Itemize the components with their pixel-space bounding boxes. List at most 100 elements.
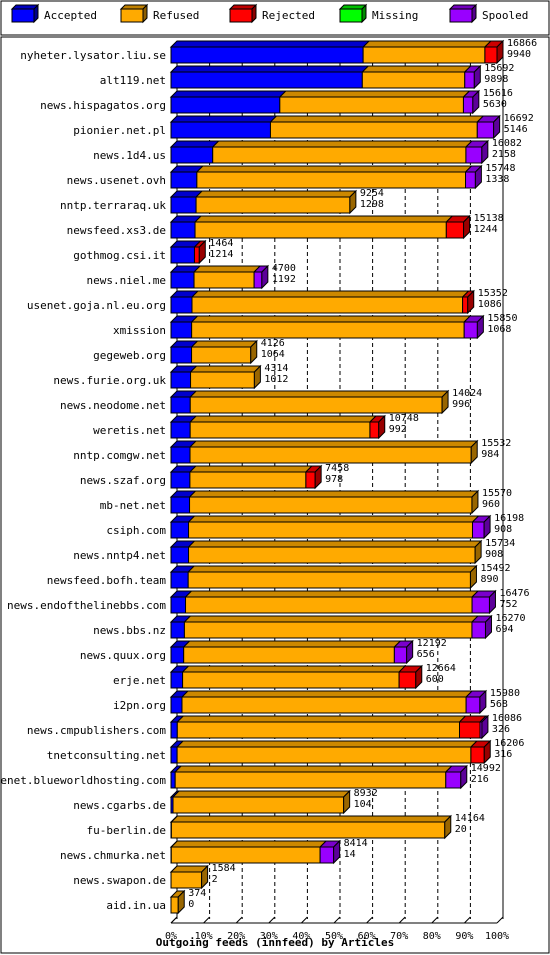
row-label: csiph.com <box>106 524 166 537</box>
bar-end-face <box>333 839 341 865</box>
bar-segment-accepted <box>170 671 184 689</box>
bar-segment-rejected <box>462 296 469 314</box>
bar-accepted-label: 326 <box>492 724 510 735</box>
bar-total-label: 15616 <box>483 88 513 99</box>
row-label: nyheter.lysator.liu.se <box>20 49 166 62</box>
row-labels: nyheter.lysator.liu.se alt119.net news.his… <box>0 49 166 912</box>
row-label: nntp.terraraq.uk <box>60 199 166 212</box>
bar-total-label: 15748 <box>485 163 515 174</box>
bar-accepted-label: 316 <box>494 749 512 760</box>
bar-row-usenet-goja-nl-eu-org <box>169 289 475 315</box>
row-label: news.quux.org <box>80 649 166 662</box>
x-tick <box>170 916 178 924</box>
bar-accepted-label: 1012 <box>264 374 288 385</box>
bar-segment-accepted <box>170 521 190 539</box>
bar-segment-top <box>211 140 474 148</box>
bar-total-label: 4700 <box>272 263 296 274</box>
row-label: xmission <box>113 324 166 337</box>
bar-segment-refused <box>195 196 351 214</box>
x-tick <box>464 916 471 924</box>
bar-segment-top <box>195 165 473 173</box>
bar-segment-refused <box>183 621 473 639</box>
bar-total-label: 16206 <box>494 738 524 749</box>
bar-total-label: 15532 <box>481 438 511 449</box>
bar-segment-accepted <box>170 321 193 339</box>
bar-row-nntp-comgw-net <box>169 439 479 465</box>
bar-segment-accepted <box>170 646 185 664</box>
x-tick-label: 100% <box>485 931 509 942</box>
bar-segment-rejected <box>445 221 465 239</box>
bar-segment-top <box>169 90 288 98</box>
bar-segment-spooled <box>463 321 478 339</box>
bar-accepted-label: 216 <box>471 774 489 785</box>
bar-segment-refused <box>182 671 400 689</box>
x-tick-label: 50% <box>325 931 343 942</box>
bar-row-newsfeed-bofh-team <box>169 564 478 590</box>
bar-segment-top <box>269 115 485 123</box>
bar-end-face <box>261 264 269 290</box>
x-tick <box>235 916 243 924</box>
bar-end-face <box>314 464 322 490</box>
bar-segment-refused <box>189 421 371 439</box>
x-tick-label: 30% <box>260 931 278 942</box>
bar-total-label: 8414 <box>344 838 368 849</box>
bar-row-news-chmurka-net <box>169 839 341 865</box>
bar-segment-spooled <box>465 146 483 164</box>
bar-accepted-label: 992 <box>389 424 407 435</box>
bar-segment-top <box>169 40 371 48</box>
bar-end-face <box>444 814 452 840</box>
bar-segment-accepted <box>170 96 281 114</box>
bar-row-news-bbs-nz <box>169 614 493 640</box>
bar-total-label: 16270 <box>495 613 525 624</box>
bar-row-aid-in-ua <box>169 889 186 915</box>
x-tick <box>301 916 308 924</box>
bar-end-face <box>253 364 261 390</box>
bar-segment-accepted <box>170 596 187 614</box>
bar-segment-refused <box>189 396 443 414</box>
bar-row-news-swapon-de <box>169 864 209 890</box>
bar-segment-top <box>187 515 480 523</box>
bar-segment-accepted <box>170 771 176 789</box>
bar-segment-spooled <box>465 696 481 714</box>
bar-segment-refused <box>194 221 447 239</box>
bar-segment-refused <box>187 571 471 589</box>
x-tick <box>268 916 276 924</box>
row-label: news.cgarbs.de <box>73 799 166 812</box>
bar-row-news-1d4-us <box>169 139 490 165</box>
bar-row-nntp-terraraq-uk <box>169 189 358 215</box>
bar-row-news-furie-org-uk <box>169 364 262 390</box>
bar-total-label: 15138 <box>474 213 504 224</box>
bar-segment-rejected <box>369 421 380 439</box>
bar-segment-refused <box>170 821 446 839</box>
bar-segment-refused <box>183 646 395 664</box>
bar-end-face <box>441 389 449 415</box>
bar-segment-refused <box>172 796 345 814</box>
bar-segment-accepted <box>170 496 191 514</box>
bar-accepted-label: 960 <box>482 499 500 510</box>
row-label: news.chmurka.net <box>60 849 166 862</box>
bar-accepted-label: 908 <box>494 524 512 535</box>
legend-label: Rejected <box>262 9 315 22</box>
bar-row-news-hispagatos-org <box>169 89 481 115</box>
bar-segment-top <box>193 215 454 223</box>
bar-accepted-label: 1244 <box>474 224 498 235</box>
bar-row-alt119-net <box>169 64 482 90</box>
row-label: news.niel.me <box>87 274 166 287</box>
bar-segment-top <box>188 440 479 448</box>
bar-segment-top <box>170 815 452 823</box>
bar-segment-accepted <box>170 546 190 564</box>
bar-total-label: 7458 <box>325 463 349 474</box>
bar-total-label: 14164 <box>455 813 485 824</box>
bar-segment-refused <box>212 146 467 164</box>
bar-end-face <box>406 639 414 665</box>
bar-total-label: 16086 <box>492 713 522 724</box>
bar-segment-top <box>182 640 402 648</box>
bar-accepted-label: 9898 <box>484 74 508 85</box>
x-tick <box>431 916 439 924</box>
bar-segment-accepted <box>170 396 191 414</box>
row-label: erje.net <box>113 674 166 687</box>
bar-end-face <box>415 664 423 690</box>
x-tick-label: 10% <box>195 931 213 942</box>
bar-row-gothmog-csi-it <box>169 239 207 265</box>
